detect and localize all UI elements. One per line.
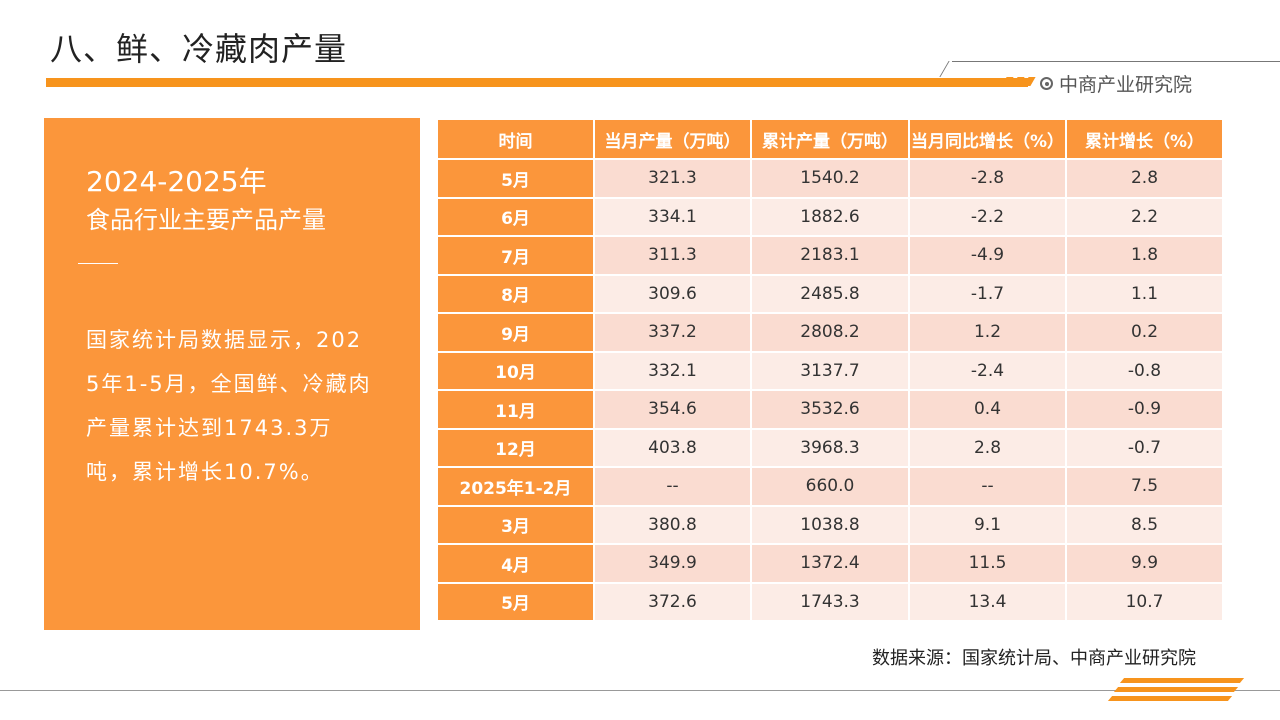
table-header-cell: 当月产量（万吨） xyxy=(593,118,752,160)
table-row: 7月 311.3 2183.1 -4.9 1.8 xyxy=(436,235,1224,276)
table-header-row: 时间 当月产量（万吨） 累计产量（万吨） 当月同比增长（%） 累计增长（%） xyxy=(436,118,1224,160)
value-cell: -- xyxy=(593,466,752,507)
value-cell: 1540.2 xyxy=(750,158,910,199)
value-cell: -0.7 xyxy=(1065,427,1224,468)
bottom-stripes xyxy=(1107,678,1245,701)
value-cell: 337.2 xyxy=(593,312,752,353)
time-cell: 2025年1-2月 xyxy=(436,466,595,507)
table-row: 11月 354.6 3532.6 0.4 -0.9 xyxy=(436,389,1224,430)
table-header-cell: 累计产量（万吨） xyxy=(750,118,910,160)
value-cell: 9.1 xyxy=(908,504,1067,545)
value-cell: 8.5 xyxy=(1065,504,1224,545)
value-cell: 349.9 xyxy=(593,543,752,584)
time-cell: 7月 xyxy=(436,235,595,276)
value-cell: 3968.3 xyxy=(750,427,910,468)
value-cell: 1743.3 xyxy=(750,581,910,622)
panel-years: 2024-2025年 xyxy=(86,165,267,198)
brand: 中商产业研究院 xyxy=(1040,70,1192,97)
panel-divider xyxy=(78,263,118,264)
bottom-line xyxy=(0,690,1280,691)
value-cell: 11.5 xyxy=(908,543,1067,584)
time-cell: 3月 xyxy=(436,504,595,545)
data-source: 数据来源：国家统计局、中商产业研究院 xyxy=(872,648,1196,669)
time-cell: 4月 xyxy=(436,543,595,584)
value-cell: 660.0 xyxy=(750,466,910,507)
time-cell: 6月 xyxy=(436,196,595,237)
value-cell: -2.8 xyxy=(908,158,1067,199)
time-cell: 8月 xyxy=(436,273,595,314)
value-cell: 380.8 xyxy=(593,504,752,545)
table-row: 4月 349.9 1372.4 11.5 9.9 xyxy=(436,543,1224,584)
panel-description: 国家统计局数据显示，2025年1-5月，全国鲜、冷藏肉产量累计达到1743.3万… xyxy=(86,328,372,484)
title-thin-line xyxy=(952,61,1280,62)
production-table: 时间 当月产量（万吨） 累计产量（万吨） 当月同比增长（%） 累计增长（%） 5月 321… xyxy=(436,118,1224,622)
value-cell: 3137.7 xyxy=(750,350,910,391)
value-cell: 7.5 xyxy=(1065,466,1224,507)
value-cell: 0.2 xyxy=(1065,312,1224,353)
title-stripes xyxy=(1001,77,1036,86)
value-cell: 311.3 xyxy=(593,235,752,276)
value-cell: 332.1 xyxy=(593,350,752,391)
value-cell: 9.9 xyxy=(1065,543,1224,584)
value-cell: -- xyxy=(908,466,1067,507)
table-header-cell: 时间 xyxy=(436,118,595,160)
title-bar xyxy=(46,78,1028,87)
value-cell: 1882.6 xyxy=(750,196,910,237)
table-row: 3月 380.8 1038.8 9.1 8.5 xyxy=(436,504,1224,545)
table-row: 12月 403.8 3968.3 2.8 -0.7 xyxy=(436,427,1224,468)
table-row: 5月 321.3 1540.2 -2.8 2.8 xyxy=(436,158,1224,199)
value-cell: 403.8 xyxy=(593,427,752,468)
value-cell: -2.2 xyxy=(908,196,1067,237)
time-cell: 9月 xyxy=(436,312,595,353)
value-cell: 2.8 xyxy=(1065,158,1224,199)
value-cell: 1038.8 xyxy=(750,504,910,545)
value-cell: 2.8 xyxy=(908,427,1067,468)
value-cell: 2.2 xyxy=(1065,196,1224,237)
brand-logo-icon xyxy=(1040,77,1053,90)
time-cell: 11月 xyxy=(436,389,595,430)
panel-subtitle: 食品行业主要产品产量 xyxy=(86,206,326,234)
table-header-cell: 当月同比增长（%） xyxy=(908,118,1067,160)
value-cell: -2.4 xyxy=(908,350,1067,391)
value-cell: 334.1 xyxy=(593,196,752,237)
value-cell: 354.6 xyxy=(593,389,752,430)
brand-name: 中商产业研究院 xyxy=(1059,74,1193,96)
value-cell: 13.4 xyxy=(908,581,1067,622)
value-cell: -0.9 xyxy=(1065,389,1224,430)
value-cell: 372.6 xyxy=(593,581,752,622)
value-cell: 0.4 xyxy=(908,389,1067,430)
table-header-cell: 累计增长（%） xyxy=(1065,118,1224,160)
table-row: 5月 372.6 1743.3 13.4 10.7 xyxy=(436,581,1224,622)
time-cell: 10月 xyxy=(436,350,595,391)
value-cell: 2485.8 xyxy=(750,273,910,314)
time-cell: 5月 xyxy=(436,158,595,199)
value-cell: 309.6 xyxy=(593,273,752,314)
value-cell: -4.9 xyxy=(908,235,1067,276)
time-cell: 5月 xyxy=(436,581,595,622)
table-row: 9月 337.2 2808.2 1.2 0.2 xyxy=(436,312,1224,353)
value-cell: 1.8 xyxy=(1065,235,1224,276)
table-row: 8月 309.6 2485.8 -1.7 1.1 xyxy=(436,273,1224,314)
value-cell: 3532.6 xyxy=(750,389,910,430)
value-cell: 2808.2 xyxy=(750,312,910,353)
time-cell: 12月 xyxy=(436,427,595,468)
value-cell: 10.7 xyxy=(1065,581,1224,622)
page-title: 八、鲜、冷藏肉产量 xyxy=(50,30,348,68)
table-row: 6月 334.1 1882.6 -2.2 2.2 xyxy=(436,196,1224,237)
value-cell: -1.7 xyxy=(908,273,1067,314)
table-row: 10月 332.1 3137.7 -2.4 -0.8 xyxy=(436,350,1224,391)
table-row: 2025年1-2月 -- 660.0 -- 7.5 xyxy=(436,466,1224,507)
value-cell: 1.2 xyxy=(908,312,1067,353)
value-cell: -0.8 xyxy=(1065,350,1224,391)
summary-panel: 2024-2025年 食品行业主要产品产量 国家统计局数据显示，2025年1-5… xyxy=(44,118,420,630)
value-cell: 1.1 xyxy=(1065,273,1224,314)
value-cell: 1372.4 xyxy=(750,543,910,584)
value-cell: 2183.1 xyxy=(750,235,910,276)
title-slant-line xyxy=(939,61,950,77)
value-cell: 321.3 xyxy=(593,158,752,199)
